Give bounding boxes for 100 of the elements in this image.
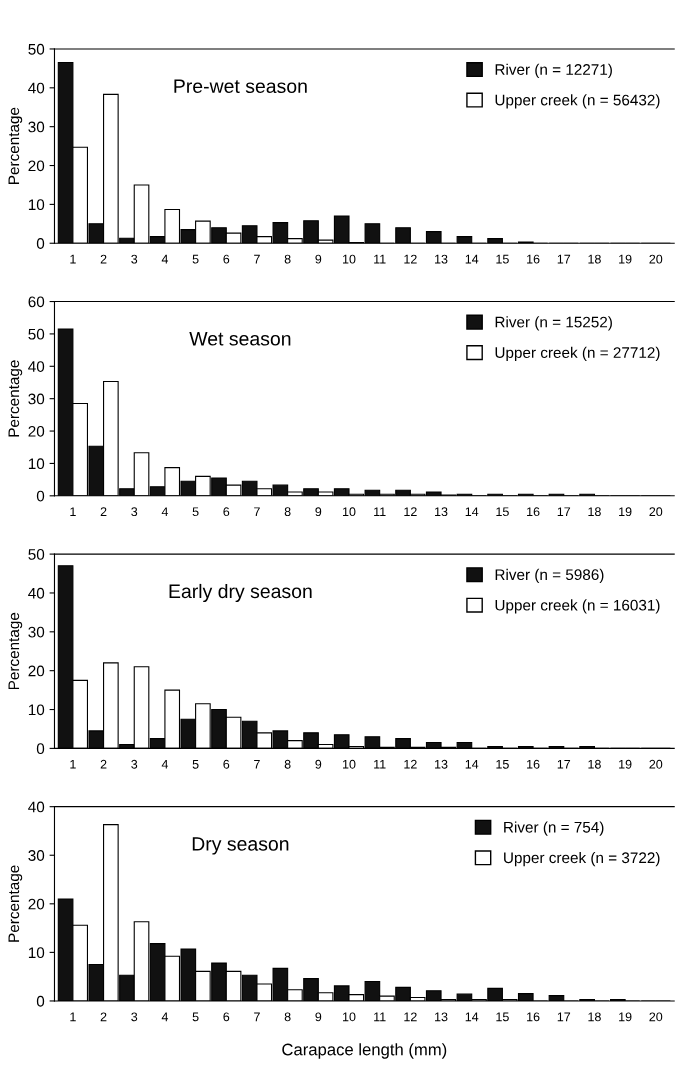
- x-tick-label: 7: [254, 759, 260, 769]
- x-tick-label: 19: [619, 507, 632, 517]
- x-tick-label: 9: [315, 1012, 322, 1022]
- y-tick-label: 30: [28, 121, 45, 133]
- x-axis-title: Carapace length (mm): [282, 1043, 447, 1059]
- x-tick-label: 20: [649, 507, 663, 517]
- x-tick-label: 11: [374, 507, 386, 516]
- x-tick-label: 1: [70, 254, 76, 264]
- x-tick-label: 7: [254, 254, 260, 264]
- x-tick-label: 2: [100, 1012, 107, 1022]
- y-axis-title: Percentage: [8, 360, 23, 437]
- y-tick-label: 0: [36, 995, 45, 1007]
- x-tick-label: 20: [649, 254, 663, 264]
- x-tick-label: 14: [465, 507, 479, 516]
- x-tick-label: 3: [131, 254, 138, 264]
- y-tick-label: 0: [36, 238, 45, 249]
- x-tick-label: 5: [192, 507, 199, 517]
- x-tick-label: 16: [527, 254, 540, 264]
- x-tick-label: 17: [557, 507, 571, 516]
- y-tick-label: 10: [28, 947, 45, 959]
- y-tick-label: 0: [36, 490, 45, 502]
- legend-label: River (n = 5986): [495, 568, 604, 584]
- text: Wet season: [189, 332, 291, 346]
- x-tick-label: 16: [527, 1012, 540, 1022]
- y-tick-label: 40: [28, 82, 45, 94]
- y-tick-label: 20: [28, 898, 45, 910]
- x-tick-label: 8: [284, 759, 291, 769]
- x-tick-label: 19: [619, 1012, 632, 1022]
- y-tick-label: 0: [36, 743, 45, 755]
- x-tick-label: 2: [100, 759, 107, 769]
- x-tick-label: 4: [161, 254, 169, 264]
- y-tick-label: 30: [28, 850, 45, 861]
- x-tick-label: 12: [404, 254, 417, 264]
- y-tick-label: 30: [28, 626, 45, 638]
- x-tick-label: 4: [161, 1012, 169, 1022]
- y-tick-label: 20: [28, 160, 45, 172]
- y-tick-label: 40: [28, 587, 45, 599]
- x-tick-label: 20: [649, 1012, 663, 1022]
- text: Dry season: [192, 837, 289, 855]
- x-tick-label: 6: [223, 1012, 230, 1022]
- x-tick-label: 7: [254, 1012, 260, 1022]
- x-tick-label: 18: [588, 759, 601, 769]
- y-tick-label: 20: [28, 665, 45, 677]
- x-tick-label: 11: [374, 1012, 386, 1022]
- x-tick-label: 20: [649, 759, 663, 769]
- y-tick-label: 40: [28, 361, 45, 372]
- x-tick-label: 3: [131, 507, 138, 517]
- x-tick-label: 6: [223, 759, 230, 769]
- y-tick-label: 20: [28, 425, 45, 437]
- legend-label: River (n = 15252): [495, 316, 612, 331]
- legend-label: Upper creek (n = 16031): [495, 599, 660, 614]
- x-tick-label: 10: [343, 759, 356, 769]
- x-tick-label: 14: [465, 254, 479, 264]
- x-tick-label: 8: [284, 507, 291, 517]
- x-tick-label: 17: [557, 254, 571, 264]
- x-tick-label: 15: [496, 759, 509, 769]
- y-tick-label: 10: [28, 704, 45, 716]
- y-tick-label: 30: [28, 393, 45, 405]
- legend-label: Upper creek (n = 56432): [495, 94, 660, 109]
- x-tick-label: 18: [588, 507, 601, 517]
- x-tick-label: 9: [315, 254, 322, 264]
- x-tick-label: 2: [100, 254, 107, 264]
- x-tick-label: 6: [223, 507, 230, 517]
- x-tick-label: 15: [496, 507, 509, 517]
- x-tick-label: 15: [496, 254, 509, 264]
- x-tick-label: 13: [435, 1012, 448, 1022]
- y-axis-title: Percentage: [8, 612, 23, 690]
- y-tick-label: 40: [28, 801, 45, 813]
- x-tick-label: 14: [465, 1012, 479, 1022]
- x-tick-label: 1: [70, 1012, 76, 1022]
- x-tick-label: 16: [527, 507, 540, 517]
- x-tick-label: 8: [284, 254, 291, 264]
- x-tick-label: 10: [343, 507, 356, 517]
- x-tick-label: 5: [192, 1012, 199, 1022]
- x-tick-label: 13: [435, 254, 448, 264]
- x-tick-label: 12: [404, 759, 417, 769]
- x-tick-label: 9: [315, 759, 322, 769]
- x-tick-label: 16: [527, 759, 540, 769]
- x-tick-label: 1: [70, 507, 76, 516]
- x-tick-label: 12: [404, 507, 417, 516]
- x-tick-label: 7: [254, 507, 260, 516]
- x-tick-label: 4: [161, 507, 169, 516]
- y-axis-title: Percentage: [8, 865, 23, 942]
- x-tick-label: 18: [588, 1012, 601, 1022]
- x-tick-label: 5: [192, 254, 199, 264]
- x-tick-label: 3: [131, 1012, 138, 1022]
- y-tick-label: 50: [28, 43, 45, 55]
- text: Pre-wet season: [174, 79, 307, 94]
- y-tick-label: 50: [28, 328, 45, 340]
- text: Early dry season: [169, 583, 312, 603]
- x-tick-label: 12: [404, 1012, 417, 1022]
- y-axis-title: Percentage: [8, 107, 23, 184]
- x-tick-label: 17: [557, 1012, 571, 1022]
- legend-label: River (n = 12271): [495, 63, 612, 78]
- x-tick-label: 11: [374, 759, 386, 769]
- x-tick-label: 9: [315, 507, 322, 517]
- y-tick-label: 10: [28, 199, 45, 211]
- x-tick-label: 8: [284, 1012, 291, 1022]
- x-tick-label: 1: [70, 759, 76, 769]
- x-tick-label: 13: [435, 759, 448, 769]
